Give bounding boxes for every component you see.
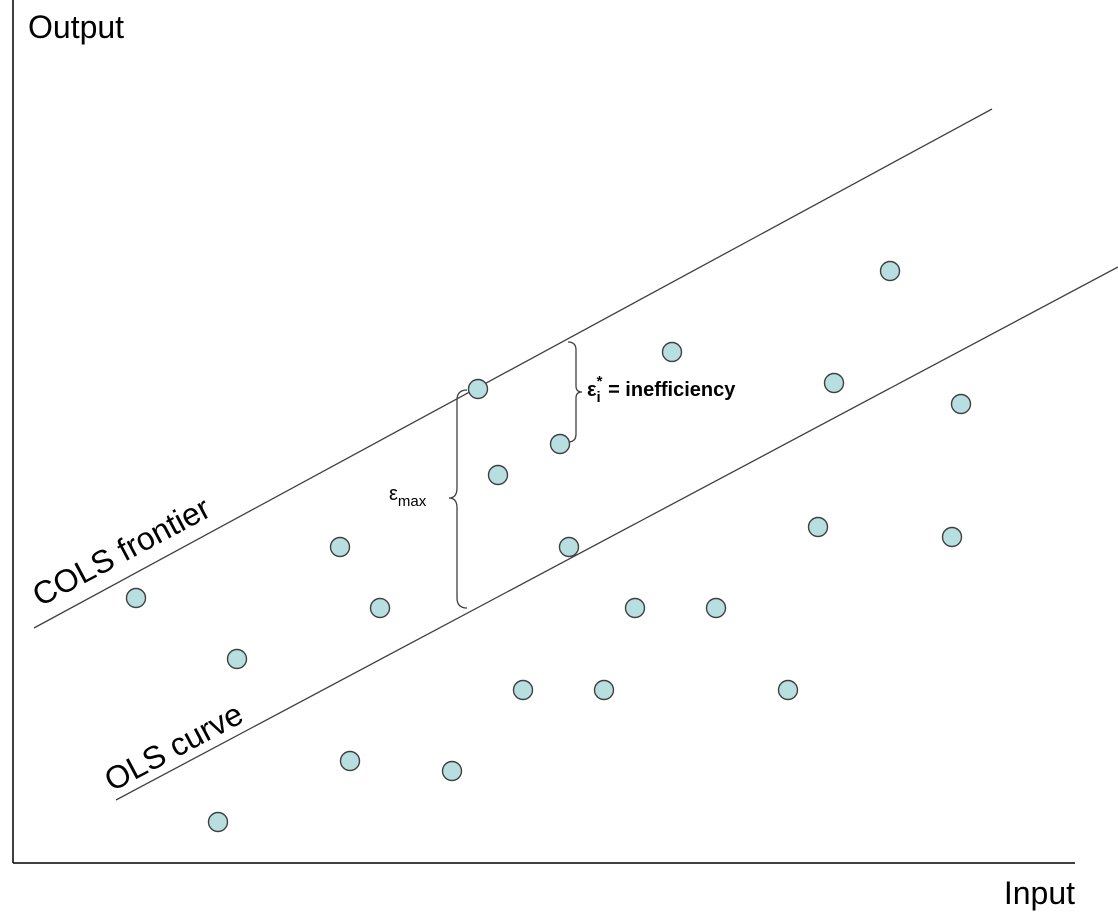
epsilon-max-symbol: ε (389, 483, 398, 505)
data-point (549, 433, 571, 455)
data-point (661, 341, 683, 363)
data-point (512, 679, 534, 701)
data-point (207, 811, 229, 833)
x-axis-title: Input (1004, 875, 1075, 911)
data-point (624, 597, 646, 619)
epsilon-i-label: εi* = inefficiency (587, 373, 736, 406)
data-point (487, 464, 509, 486)
data-point (777, 679, 799, 701)
epsilon-max-subscript: max (398, 493, 427, 510)
ols-curve-label: OLS curve (98, 695, 248, 798)
data-point (705, 597, 727, 619)
cols-frontier-label: COLS frontier (26, 489, 216, 613)
epsilon-i-symbol: ε (587, 379, 597, 401)
data-point (226, 648, 248, 670)
y-axis-title: Output (28, 9, 124, 45)
data-point (467, 378, 489, 400)
epsilon-i-subscript: i (597, 389, 601, 406)
epsilon-i-brace (567, 341, 583, 443)
data-point (950, 393, 972, 415)
data-point (125, 587, 147, 609)
data-point (558, 536, 580, 558)
epsilon-i-text: = inefficiency (603, 379, 737, 401)
data-point (879, 260, 901, 282)
epsilon-max-label: εmax (389, 483, 427, 510)
epsilon-max-brace (448, 389, 468, 609)
data-point (941, 526, 963, 548)
data-point (441, 760, 463, 782)
lines-layer (33, 108, 1118, 801)
data-point (823, 372, 845, 394)
epsilon-i-superscript: * (597, 373, 603, 390)
data-point (593, 679, 615, 701)
data-point (329, 536, 351, 558)
data-point (369, 597, 391, 619)
data-point (807, 516, 829, 538)
ols-curve-line (115, 266, 1118, 801)
cols-frontier-line (33, 108, 993, 629)
points-layer (125, 260, 972, 833)
data-point (339, 750, 361, 772)
